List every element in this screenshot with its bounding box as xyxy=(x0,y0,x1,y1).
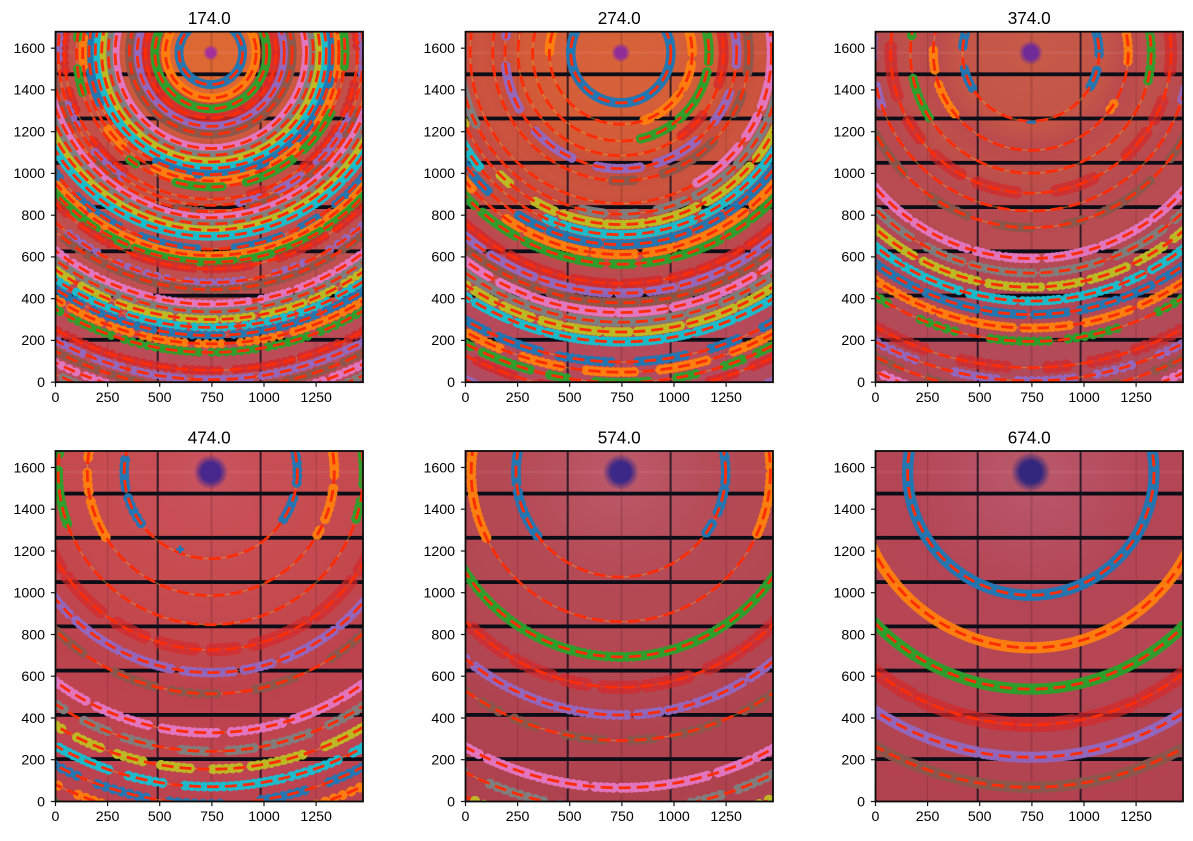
svg-text:600: 600 xyxy=(21,250,45,266)
svg-text:800: 800 xyxy=(21,208,45,224)
svg-text:0: 0 xyxy=(872,390,880,406)
svg-text:0: 0 xyxy=(462,390,470,406)
svg-text:0: 0 xyxy=(857,375,865,391)
svg-text:1200: 1200 xyxy=(423,544,455,560)
svg-text:400: 400 xyxy=(841,711,865,727)
svg-text:500: 500 xyxy=(558,390,582,406)
svg-text:1200: 1200 xyxy=(833,544,865,560)
svg-text:750: 750 xyxy=(1020,809,1044,825)
svg-text:400: 400 xyxy=(431,711,455,727)
svg-text:1200: 1200 xyxy=(13,544,45,560)
svg-text:250: 250 xyxy=(916,809,940,825)
svg-text:1000: 1000 xyxy=(833,586,865,602)
svg-text:1000: 1000 xyxy=(833,166,865,182)
svg-text:500: 500 xyxy=(968,809,992,825)
svg-text:500: 500 xyxy=(558,809,582,825)
svg-text:1250: 1250 xyxy=(300,809,332,825)
svg-text:1600: 1600 xyxy=(423,460,455,476)
svg-text:250: 250 xyxy=(916,390,940,406)
svg-text:274.0: 274.0 xyxy=(598,8,641,28)
svg-text:1250: 1250 xyxy=(300,390,332,406)
svg-text:0: 0 xyxy=(52,390,60,406)
svg-text:1250: 1250 xyxy=(1120,809,1152,825)
svg-text:200: 200 xyxy=(21,753,45,769)
svg-text:1400: 1400 xyxy=(13,83,45,99)
svg-text:1000: 1000 xyxy=(658,390,690,406)
svg-text:750: 750 xyxy=(200,809,224,825)
svg-text:1000: 1000 xyxy=(423,586,455,602)
svg-text:250: 250 xyxy=(96,809,120,825)
svg-text:1250: 1250 xyxy=(710,390,742,406)
svg-text:1250: 1250 xyxy=(1120,390,1152,406)
svg-text:174.0: 174.0 xyxy=(188,8,231,28)
svg-text:0: 0 xyxy=(857,794,865,810)
svg-text:1600: 1600 xyxy=(13,460,45,476)
svg-text:674.0: 674.0 xyxy=(1008,427,1051,447)
svg-text:0: 0 xyxy=(462,809,470,825)
svg-text:500: 500 xyxy=(968,390,992,406)
svg-text:500: 500 xyxy=(148,809,172,825)
svg-text:400: 400 xyxy=(431,292,455,308)
svg-text:1000: 1000 xyxy=(248,390,280,406)
svg-text:1000: 1000 xyxy=(248,809,280,825)
svg-text:1400: 1400 xyxy=(423,502,455,518)
svg-text:0: 0 xyxy=(52,809,60,825)
svg-text:1200: 1200 xyxy=(833,125,865,141)
svg-text:200: 200 xyxy=(841,753,865,769)
svg-text:474.0: 474.0 xyxy=(188,427,231,447)
svg-text:0: 0 xyxy=(37,794,45,810)
svg-text:1000: 1000 xyxy=(13,166,45,182)
svg-text:1400: 1400 xyxy=(833,502,865,518)
svg-text:200: 200 xyxy=(431,753,455,769)
svg-text:200: 200 xyxy=(431,333,455,349)
svg-text:500: 500 xyxy=(148,390,172,406)
svg-text:800: 800 xyxy=(431,627,455,643)
svg-text:0: 0 xyxy=(37,375,45,391)
svg-text:400: 400 xyxy=(21,711,45,727)
svg-text:750: 750 xyxy=(200,390,224,406)
svg-text:600: 600 xyxy=(431,250,455,266)
svg-text:1600: 1600 xyxy=(833,460,865,476)
svg-text:1000: 1000 xyxy=(423,166,455,182)
svg-text:800: 800 xyxy=(431,208,455,224)
svg-text:600: 600 xyxy=(841,250,865,266)
svg-text:574.0: 574.0 xyxy=(598,427,641,447)
svg-text:800: 800 xyxy=(21,627,45,643)
svg-text:600: 600 xyxy=(841,669,865,685)
svg-text:400: 400 xyxy=(21,292,45,308)
svg-text:374.0: 374.0 xyxy=(1008,8,1051,28)
svg-text:1000: 1000 xyxy=(658,809,690,825)
svg-text:1600: 1600 xyxy=(423,41,455,57)
svg-text:800: 800 xyxy=(841,208,865,224)
svg-text:0: 0 xyxy=(872,809,880,825)
svg-text:1600: 1600 xyxy=(833,41,865,57)
svg-text:1200: 1200 xyxy=(423,125,455,141)
svg-text:200: 200 xyxy=(21,333,45,349)
svg-text:250: 250 xyxy=(96,390,120,406)
svg-text:1000: 1000 xyxy=(1068,809,1100,825)
svg-text:0: 0 xyxy=(447,375,455,391)
svg-text:1400: 1400 xyxy=(833,83,865,99)
svg-text:0: 0 xyxy=(447,794,455,810)
svg-text:1400: 1400 xyxy=(13,502,45,518)
svg-text:800: 800 xyxy=(841,627,865,643)
svg-text:750: 750 xyxy=(1020,390,1044,406)
svg-text:1600: 1600 xyxy=(13,41,45,57)
svg-text:600: 600 xyxy=(21,669,45,685)
svg-text:1400: 1400 xyxy=(423,83,455,99)
svg-text:1000: 1000 xyxy=(1068,390,1100,406)
svg-text:400: 400 xyxy=(841,292,865,308)
svg-text:250: 250 xyxy=(506,390,530,406)
svg-text:750: 750 xyxy=(610,809,634,825)
svg-text:750: 750 xyxy=(610,390,634,406)
svg-text:1250: 1250 xyxy=(710,809,742,825)
svg-text:1200: 1200 xyxy=(13,125,45,141)
svg-text:600: 600 xyxy=(431,669,455,685)
svg-text:200: 200 xyxy=(841,333,865,349)
svg-text:250: 250 xyxy=(506,809,530,825)
svg-text:1000: 1000 xyxy=(13,586,45,602)
